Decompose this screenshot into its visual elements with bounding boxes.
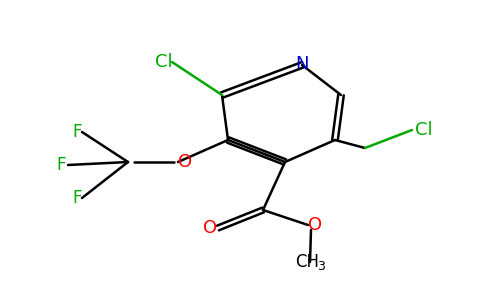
Text: O: O [203,219,217,237]
Text: CH: CH [295,253,319,271]
Text: N: N [295,55,309,73]
Text: 3: 3 [317,260,325,272]
Text: F: F [72,123,82,141]
Text: Cl: Cl [155,53,173,71]
Text: O: O [178,153,192,171]
Text: F: F [72,189,82,207]
Text: F: F [56,156,66,174]
Text: O: O [308,216,322,234]
Text: Cl: Cl [415,121,433,139]
